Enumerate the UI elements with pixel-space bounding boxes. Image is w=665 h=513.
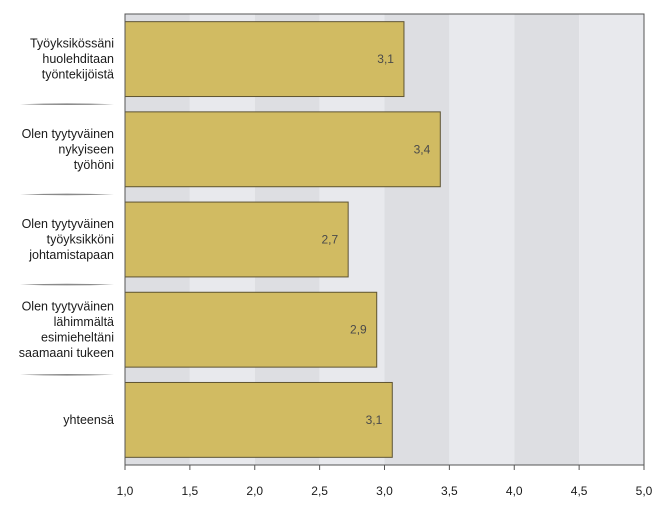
data-label: 2,7 — [321, 233, 338, 247]
category-separator — [20, 374, 114, 376]
x-tick-label: 4,0 — [506, 484, 523, 498]
data-label: 3,4 — [414, 142, 431, 156]
bar — [124, 291, 378, 368]
category-label: esimieheltäni — [41, 330, 114, 344]
x-tick-label: 4,5 — [571, 484, 588, 498]
category-separator — [20, 283, 114, 286]
category-label: johtamistapaan — [28, 248, 114, 262]
grid-band — [579, 14, 644, 465]
x-axis-ticks: 1,0 1,5 2,0 2,5 3,0 3,5 4,0 4,5 5,0 — [117, 465, 653, 498]
category-label: työyksikköni — [47, 233, 114, 247]
category-label: huolehditaan — [42, 52, 114, 66]
category-label: lähimmältä — [54, 315, 114, 329]
x-tick-label: 3,0 — [376, 484, 393, 498]
x-tick-label: 1,5 — [182, 484, 199, 498]
category-label: saamaani tukeen — [19, 346, 114, 360]
category-label: Olen tyytyväinen — [22, 217, 114, 231]
category-label: työntekijöistä — [42, 68, 114, 82]
category-label: työhöni — [74, 158, 114, 172]
x-tick-label: 5,0 — [636, 484, 653, 498]
bar — [124, 201, 349, 278]
category-label: Olen tyytyväinen — [22, 127, 114, 141]
x-tick-label: 2,5 — [311, 484, 328, 498]
x-tick-label: 2,0 — [246, 484, 263, 498]
data-label: 2,9 — [350, 323, 367, 337]
grid-band — [449, 14, 515, 465]
category-label: yhteensä — [63, 413, 114, 427]
bar — [124, 381, 393, 458]
data-label: 3,1 — [377, 52, 394, 66]
bar — [124, 21, 405, 98]
grid-band — [514, 14, 580, 465]
x-tick-label: 1,0 — [117, 484, 134, 498]
x-tick-label: 3,5 — [441, 484, 458, 498]
category-label: nykyiseen — [58, 142, 114, 156]
category-separator — [20, 103, 114, 105]
category-label: Olen tyytyväinen — [22, 299, 114, 313]
bar — [124, 111, 441, 188]
bars: 3,1 3,4 2,7 2,9 3,1 — [124, 21, 441, 458]
category-label: Työyksikössäni — [30, 37, 114, 51]
category-separator — [20, 193, 114, 196]
category-separators — [20, 103, 114, 376]
data-label: 3,1 — [366, 413, 383, 427]
